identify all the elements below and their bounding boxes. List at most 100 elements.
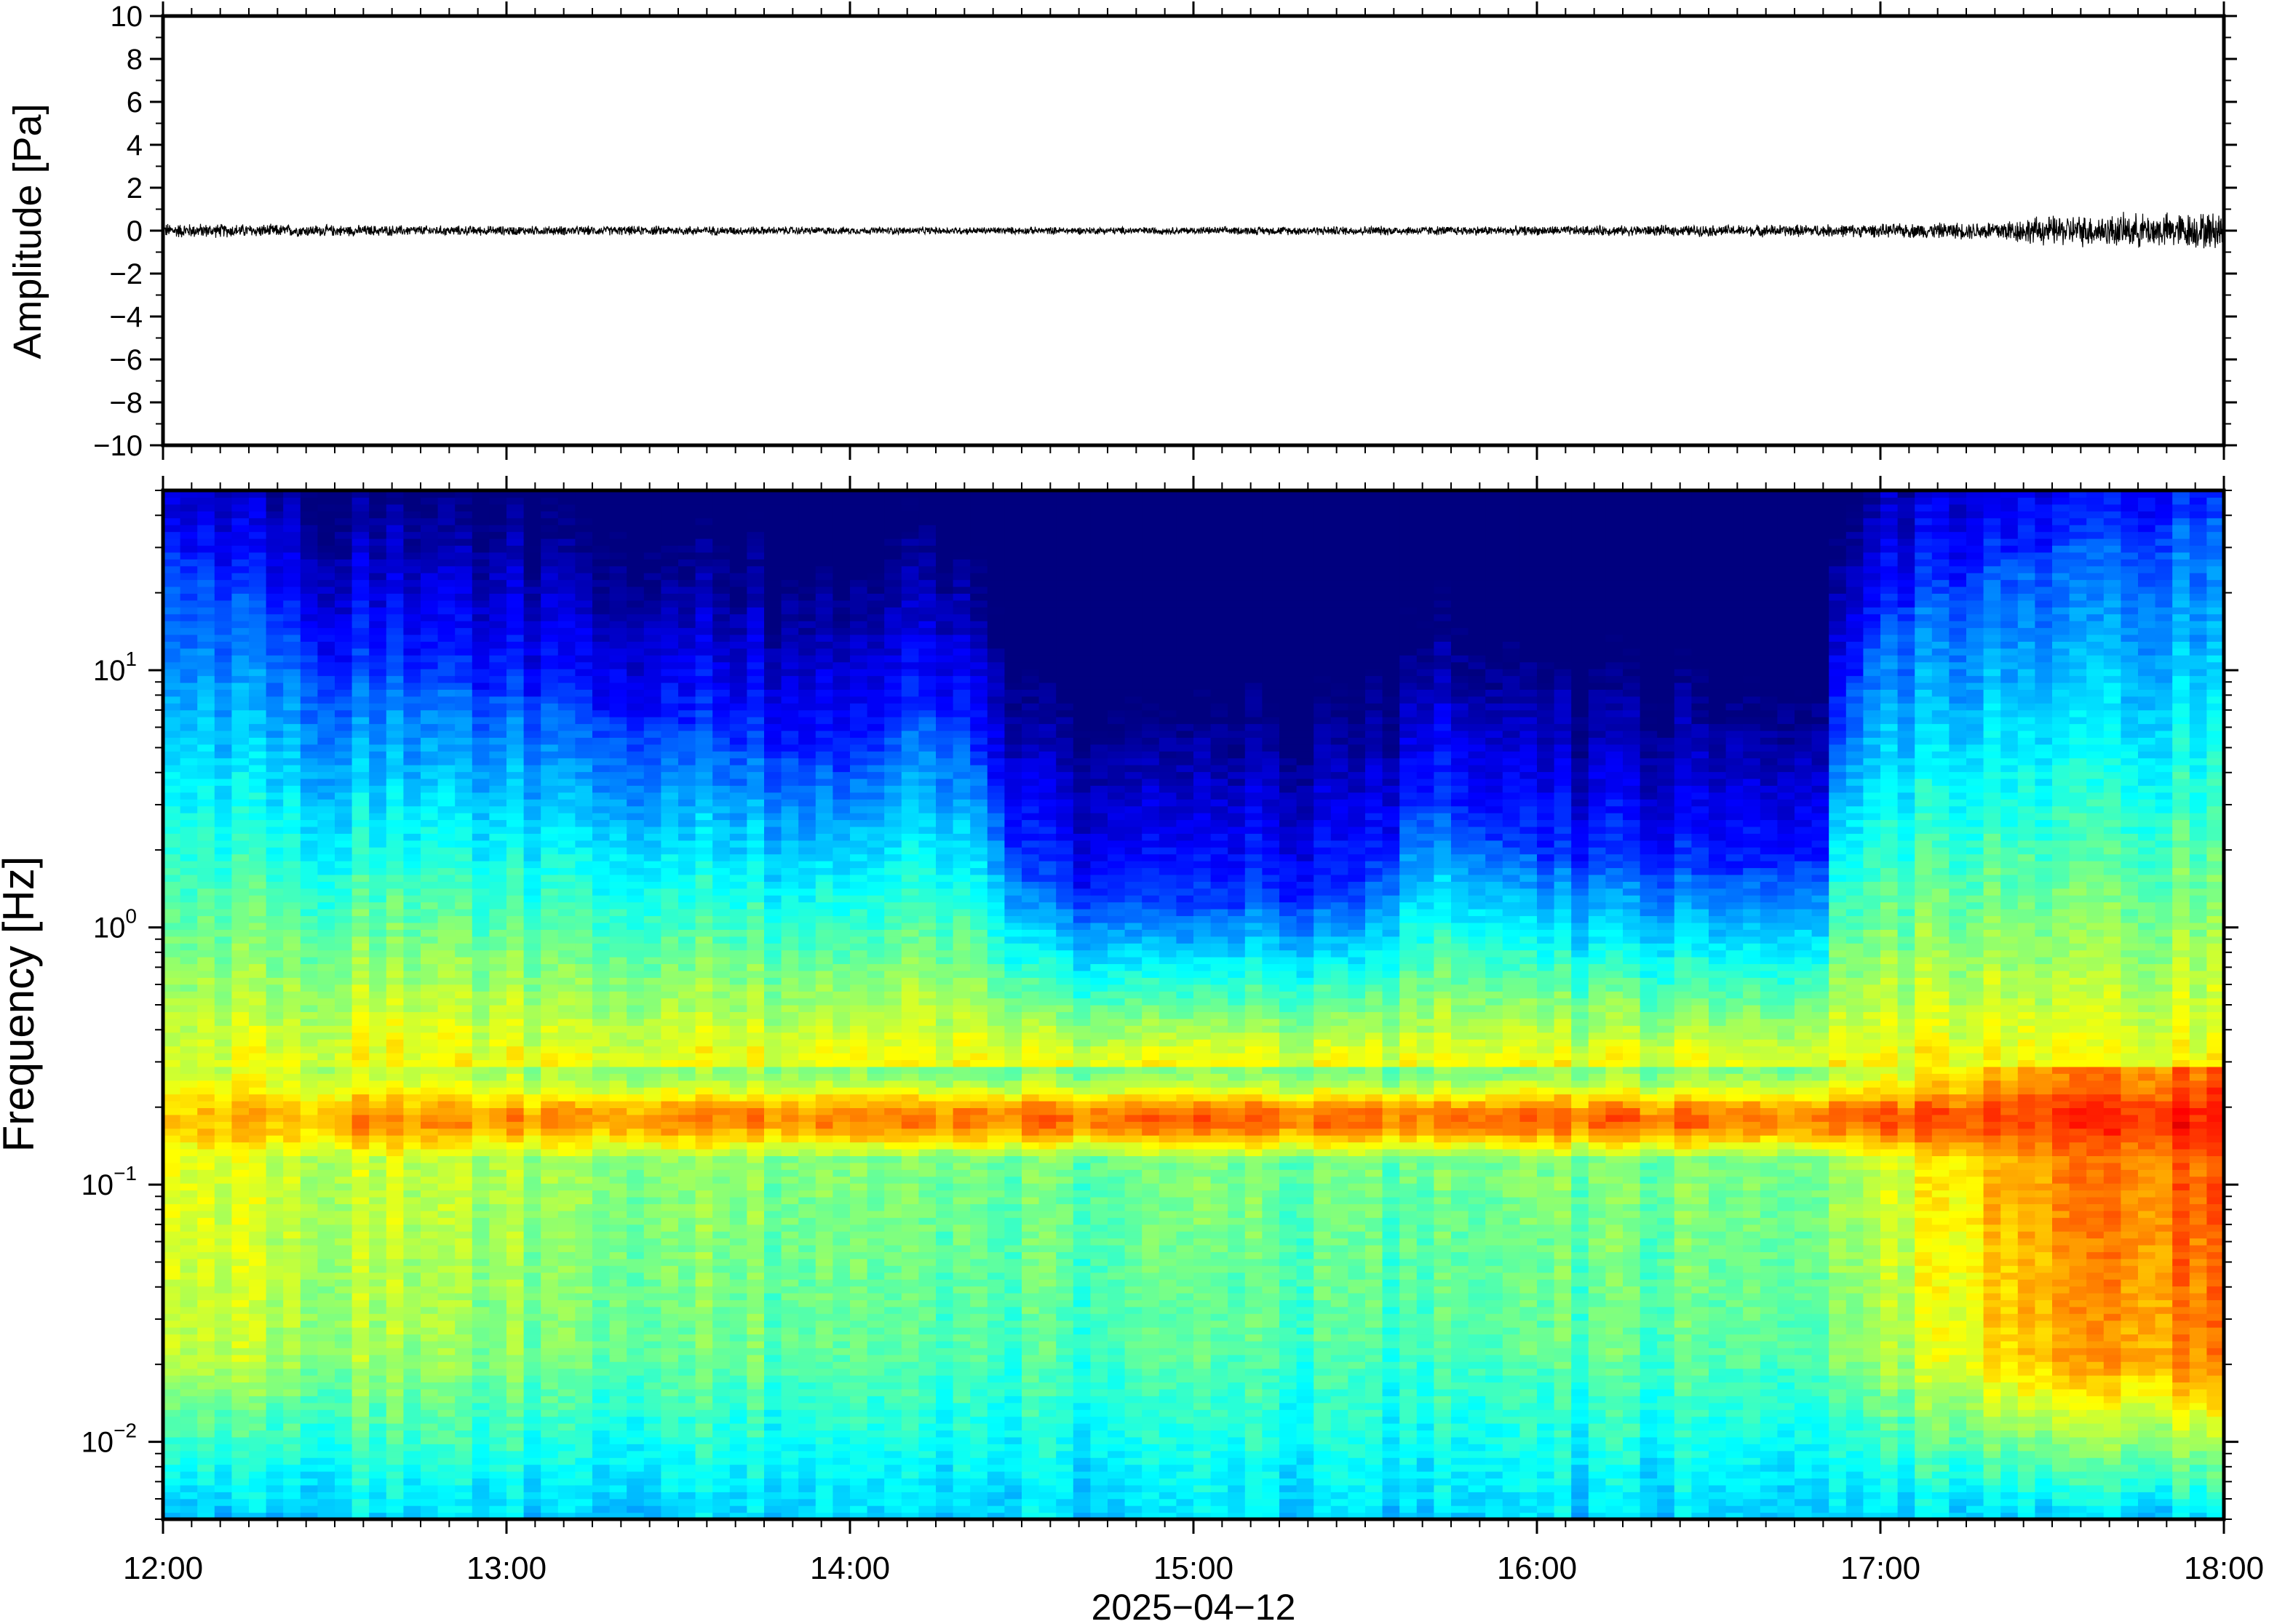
spectrogram-cell [421,1348,439,1356]
spectrogram-cell [335,1244,353,1252]
spectrogram-cell [695,1320,713,1328]
spectrogram-cell [678,1018,696,1026]
spectrogram-cell [403,503,421,512]
spectrogram-cell [695,1471,713,1479]
spectrogram-cell [472,1423,490,1431]
spectrogram-cell [214,1484,232,1492]
spectrogram-cell [455,1210,473,1218]
spectrogram-cell [678,511,696,519]
spectrogram-cell [180,1032,198,1040]
spectrogram-cell [661,1327,679,1335]
spectrogram-cell [266,1484,284,1492]
spectrogram-cell [249,805,267,813]
spectrogram-cell [643,757,661,765]
spectrogram-cell [575,1217,593,1225]
spectrogram-cell [609,661,627,669]
spectrogram-cell [283,627,301,635]
spectrogram-cell [592,805,611,813]
spectrogram-cell [455,909,473,917]
spectrogram-cell [180,792,198,800]
spectrogram-cell [351,709,370,717]
spectrogram-cell [283,813,301,821]
spectrogram-cell [403,1005,421,1013]
spectrogram-cell [627,1238,645,1246]
spectrogram-cell [386,1114,404,1122]
spectrogram-cell [300,847,318,855]
spectrogram-cell [266,525,284,533]
spectrogram-cell [386,963,404,971]
spectrogram-cell [609,1162,627,1170]
spectrogram-cell [369,867,387,875]
spectrogram-cell [455,565,473,573]
spectrogram-cell [249,1292,267,1300]
spectrogram-cell [369,1396,387,1404]
spectrogram-cell [643,826,661,834]
spectrogram-cell [163,1402,181,1410]
spectrogram-cell [678,751,696,759]
spectrogram-cell [609,867,627,875]
spectrogram-cell [369,757,387,765]
spectrogram-cell [489,1032,507,1040]
spectrogram-cell [369,1382,387,1390]
spectrogram-cell [369,607,387,615]
spectrogram-cell [455,1073,473,1081]
spectrogram-cell [386,573,404,581]
spectrogram-cell [643,771,661,779]
spectrogram-cell [472,490,490,498]
spectrogram-cell [592,573,611,581]
spectrogram-cell [163,1430,181,1438]
spectrogram-cell [541,922,559,930]
spectrogram-cell [695,641,713,649]
spectrogram-cell [643,861,661,869]
spectrogram-cell [455,1416,473,1424]
spectrogram-cell [214,1299,232,1307]
spectrogram-cell [506,991,525,999]
spectrogram-cell [472,1148,490,1156]
spectrogram-cell [489,1231,507,1239]
spectrogram-cell [283,840,301,848]
spectrogram-cell [506,1396,525,1404]
spectrogram-cell [695,847,713,855]
spectrogram-cell [300,1444,318,1452]
spectrogram-cell [627,1148,645,1156]
spectrogram-cell [643,792,661,800]
spectrogram-cell [283,737,301,745]
spectrogram-cell [472,799,490,807]
spectrogram-cell [643,1327,661,1335]
spectrogram-cell [249,1059,267,1067]
spectrogram-cell [523,833,541,841]
spectrogram-cell [231,1073,250,1081]
spectrogram-cell [283,1011,301,1019]
spectrogram-cell [472,1320,490,1328]
spectrogram-cell [472,669,490,677]
spectrogram-cell [231,1286,250,1294]
spectrogram-cell [575,1512,593,1520]
spectrogram-cell [627,915,645,923]
spectrogram-cell [214,1396,232,1404]
spectrogram-cell [661,600,679,608]
spectrogram-cell [472,1210,490,1218]
spectrogram-cell [197,1416,215,1424]
spectrogram-cell [180,957,198,965]
spectrogram-cell [541,936,559,944]
spectrogram-cell [678,1066,696,1074]
spectrogram-cell [506,1444,525,1452]
spectrogram-cell [180,991,198,999]
spectrogram-cell [557,867,576,875]
spectrogram-cell [180,833,198,841]
spectrogram-cell [300,1450,318,1458]
spectrogram-cell [592,1059,611,1067]
spectrogram-cell [575,1409,593,1417]
spectrogram-cell [163,991,181,999]
spectrogram-cell [695,895,713,903]
spectrogram-cell [163,881,181,889]
spectrogram-cell [661,1492,679,1500]
spectrogram-cell [283,1279,301,1287]
spectrogram-cell [317,675,335,683]
spectrogram-cell [678,765,696,773]
spectrogram-cell [351,1484,370,1492]
spectrogram-cell [557,517,576,525]
spectrogram-cell [214,1217,232,1225]
spectrogram-cell [163,929,181,937]
spectrogram-cell [369,613,387,621]
